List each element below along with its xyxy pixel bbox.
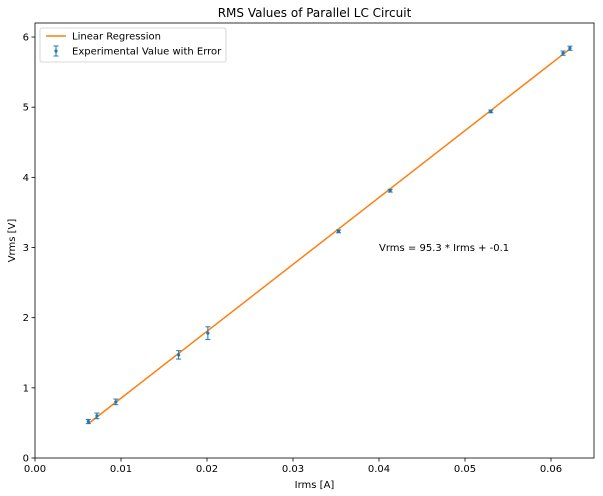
data-marker [95,414,99,418]
data-point [560,50,566,56]
data-point [176,350,182,360]
x-tick-label: 0.03 [282,464,304,475]
data-point [205,326,211,340]
x-axis-label: Irms [A] [295,480,335,491]
data-marker [336,229,341,233]
y-tick-label: 5 [23,103,29,114]
y-tick-label: 1 [23,383,29,394]
data-marker [561,51,565,55]
data-point [387,188,393,193]
regression-line [87,48,571,425]
data-marker [489,109,493,114]
y-tick-label: 0 [23,454,29,465]
y-tick-label: 3 [23,243,29,254]
y-tick-label: 6 [23,33,29,44]
data-point [94,412,100,420]
legend-entry: Experimental Value with Error [53,45,222,58]
legend: Linear Regression Experimental Value with… [39,27,227,63]
legend-entry: Linear Regression [46,32,161,43]
data-point [336,229,342,234]
data-point [113,398,119,406]
data-point [85,418,91,425]
x-tick-label: 0.01 [110,464,132,475]
x-tick-label: 0.04 [368,464,390,475]
x-tick-label: 0.05 [454,464,476,475]
legend-label: Experimental Value with Error [72,47,222,58]
legend-box [39,27,227,63]
data-marker [388,189,392,193]
x-tick-label: 0.02 [196,464,218,475]
y-axis-label: Vrms [V] [7,219,18,263]
y-tick-label: 4 [23,173,29,184]
data-point [567,45,573,51]
legend-label: Linear Regression [72,32,161,43]
plot-frame [34,22,595,459]
data-point [488,109,494,114]
legend-marker-swatch [54,49,58,53]
regression-equation: Vrms = 95.3 * Irms + -0.1 [379,243,509,254]
x-tick-label: 0.00 [24,464,46,475]
data-marker [177,353,181,357]
data-marker [568,46,572,50]
y-tick-label: 2 [23,313,29,324]
chart-title: RMS Values of Parallel LC Circuit [218,6,412,20]
data-marker [206,331,210,335]
x-tick-label: 0.06 [540,464,562,475]
data-marker [86,419,90,424]
data-marker [114,400,118,404]
